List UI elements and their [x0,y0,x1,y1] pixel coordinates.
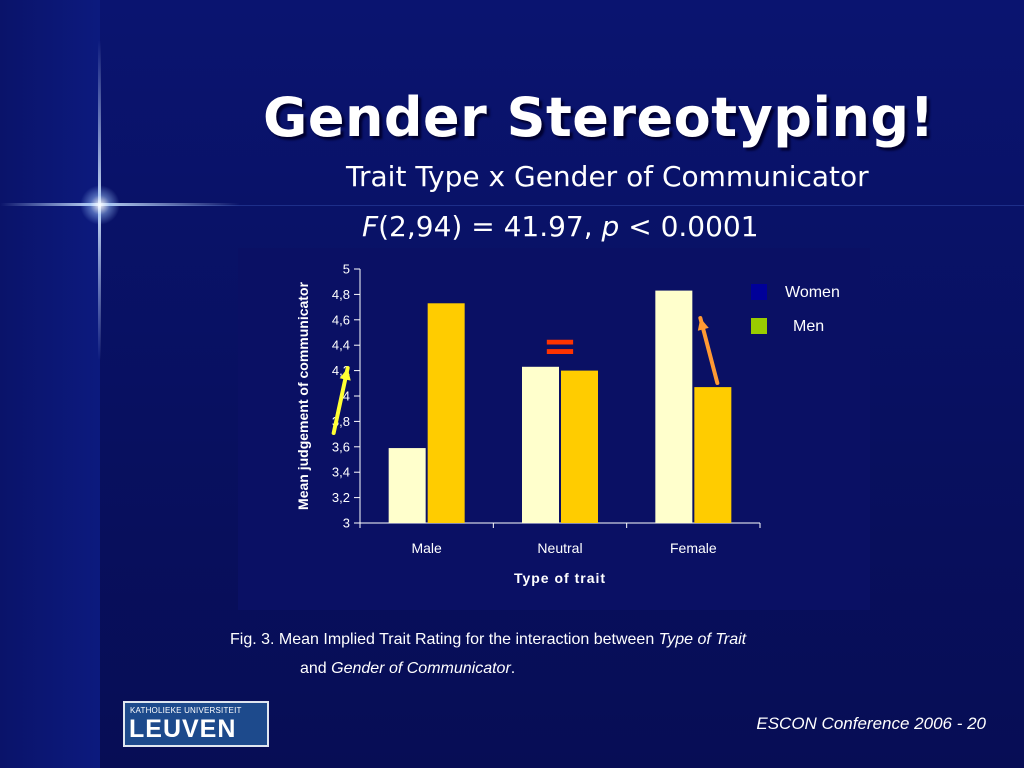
y-tick-label: 4,4 [332,338,350,353]
logo-university-text: KATHOLIEKE UNIVERSITEIT [130,706,242,715]
caption-line-2: and Gender of Communicator. [230,654,930,683]
caption-line1-text: Fig. 3. Mean Implied Trait Rating for th… [230,631,659,648]
y-tick-label: 4 [343,389,350,404]
caption-line1-italic: Type of Trait [658,631,747,648]
left-decor-band [0,0,100,768]
bar-women-female [655,290,693,523]
bar-women-male [388,448,426,523]
chart-panel: 3 3,2 3,4 3,6 3,8 4 4,2 4,4 4,6 4,8 5 Male Neutral Fe… [238,248,870,610]
stat-f-args: (2,94) = 41.97, [378,210,602,243]
legend-label-men: Men [793,318,824,335]
legend-swatch-men [751,318,767,334]
logo-city-text: LEUVEN [129,715,237,743]
lens-flare-glow [80,185,120,225]
bar-women-neutral [522,366,559,523]
x-axis-label: Type of trait [514,570,606,586]
y-axis-label: Mean judgement of communicator [295,281,311,509]
university-logo: KATHOLIEKE UNIVERSITEIT LEUVEN [123,701,269,747]
y-tick-label: 5 [343,262,350,277]
legend-swatch-women [751,284,767,300]
annotation-arrow-female-head [697,318,709,331]
decor-divider-line [100,205,1024,206]
legend-label-women: Women [785,284,840,301]
bar-men-female [694,387,732,523]
stat-line: F(2,94) = 41.97, p < 0.0001 [362,210,759,243]
x-tick-label: Male [411,540,442,556]
caption-line2-suffix: . [510,660,516,677]
y-tick-label: 4,8 [332,287,350,302]
stat-p-value: < 0.0001 [619,210,759,243]
y-tick-label: 3,4 [332,465,350,480]
x-tick-label: Female [670,540,717,556]
figure-caption: Fig. 3. Mean Implied Trait Rating for th… [230,625,930,683]
stat-f-symbol: F [362,210,379,243]
annotation-arrow-male-head [339,368,351,381]
y-tick-label: 3,2 [332,490,350,505]
caption-line2-text: and [300,660,332,677]
slide-subtitle: Trait Type x Gender of Communicator [346,160,869,193]
y-tick-label: 4,6 [332,312,350,327]
y-tick-label: 3,6 [332,439,350,454]
lens-flare-horizontal [0,203,240,206]
stat-p-symbol: p [601,210,620,243]
y-tick-label: 3 [343,516,350,531]
caption-line2-italic: Gender of Communicator [331,660,511,677]
slide-footer: ESCON Conference 2006 - 20 [756,714,986,733]
x-tick-label: Neutral [537,540,582,556]
slide-title: Gender Stereotyping! [263,86,935,149]
bar-men-male [427,303,465,523]
caption-line-1: Fig. 3. Mean Implied Trait Rating for th… [230,625,930,654]
annotation-equals-neutral: = [542,321,577,370]
bar-men-neutral [561,370,598,523]
